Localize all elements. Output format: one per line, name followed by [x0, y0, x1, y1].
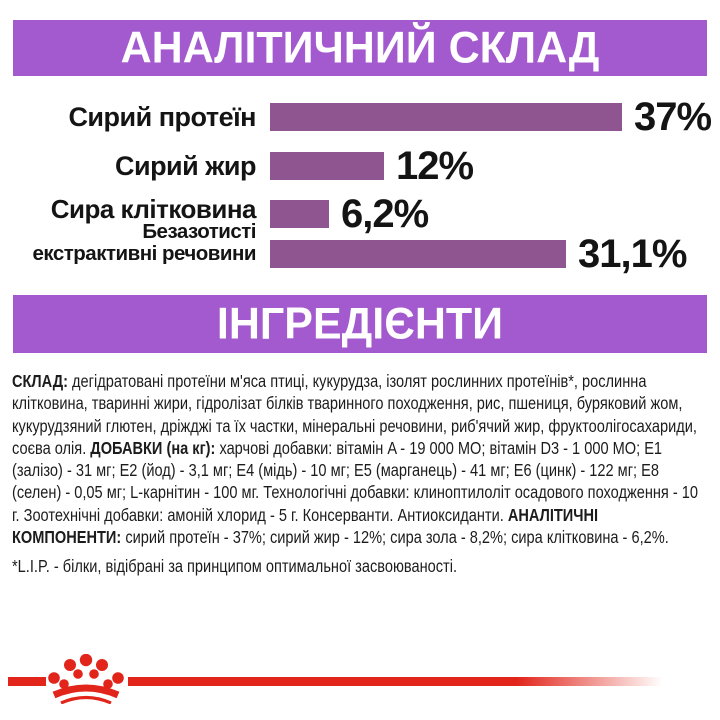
bar-crude-fiber — [270, 200, 329, 228]
analytical-section-title: АНАЛІТИЧНИЙ СКЛАД — [120, 22, 600, 73]
value-label-crude-fiber: 6,2% — [341, 192, 429, 236]
ingredients-section-header: ІНГРЕДІЄНТИ — [13, 295, 707, 353]
brand-line-right — [128, 677, 668, 686]
bar-crude-fat — [270, 152, 384, 180]
lip-footnote: *L.I.P. - білки, відібрані за принципом … — [12, 556, 458, 577]
value-label-crude-protein: 37% — [634, 95, 712, 139]
ingredients-section-title: ІНГРЕДІЄНТИ — [216, 298, 504, 349]
bar-crude-protein — [270, 103, 622, 131]
value-label-nitrogen-free-extractives: 31,1% — [578, 232, 687, 276]
royal-canin-crown-icon — [46, 654, 126, 704]
ingredients-paragraph: СКЛАД: дегідратовані протеїни м'яса птиц… — [12, 371, 699, 548]
category-label-nitrogen-free-extractives: Безазотисті екстрактивні речовини — [32, 220, 256, 265]
value-label-crude-fat: 12% — [396, 144, 474, 188]
category-label-crude-fat: Сирий жир — [114, 151, 257, 181]
bar-nitrogen-free-extractives — [270, 240, 566, 268]
category-label-crude-protein: Сирий протеїн — [68, 102, 256, 132]
ingredients-text-block: СКЛАД: дегідратовані протеїни м'яса птиц… — [12, 370, 708, 578]
category-label-crude-fiber: Сира клітковина — [50, 194, 257, 224]
brand-line-left — [8, 677, 46, 686]
analytical-section-header: АНАЛІТИЧНИЙ СКЛАД — [13, 20, 707, 76]
